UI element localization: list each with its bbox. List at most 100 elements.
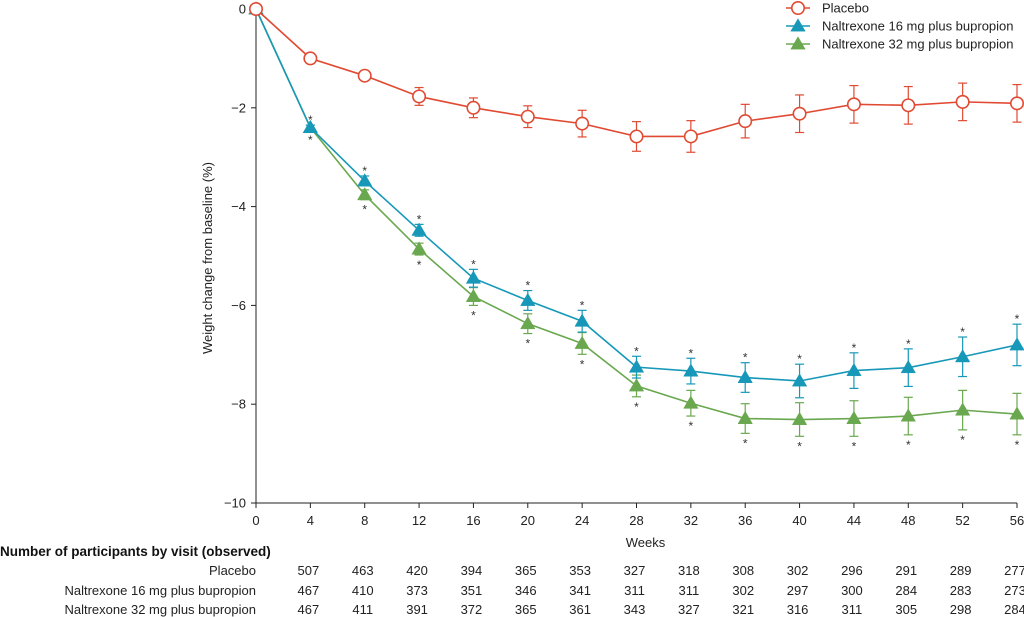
axes-layer: 0−2−4−6−8−100 4 8 12 16 20 24 28 32 36 40 44 48 52 56W… bbox=[200, 2, 1024, 551]
significance-star: * bbox=[471, 308, 476, 322]
table-row-label: Naltrexone 32 mg plus bupropion bbox=[64, 602, 256, 617]
significance-star: * bbox=[852, 439, 857, 453]
legend-marker bbox=[790, 18, 806, 32]
table-cell: 277 bbox=[1004, 563, 1024, 578]
significance-star: * bbox=[797, 439, 802, 453]
table-cell: 410 bbox=[352, 583, 374, 598]
data-point bbox=[574, 313, 590, 327]
x-tick-label: 40 bbox=[792, 513, 806, 528]
data-point bbox=[683, 129, 698, 144]
data-point bbox=[737, 410, 753, 424]
data-point bbox=[520, 315, 536, 330]
significance-star: * bbox=[906, 337, 911, 351]
y-tick-label: −4 bbox=[231, 199, 246, 214]
table-cell: 391 bbox=[406, 602, 428, 617]
table-cell: 373 bbox=[406, 583, 428, 598]
y-tick-label: −6 bbox=[231, 298, 246, 313]
table-cell: 361 bbox=[569, 602, 591, 617]
significance-star: * bbox=[417, 212, 422, 226]
legend-marker bbox=[790, 36, 806, 50]
table-cell: 365 bbox=[515, 563, 537, 578]
data-point bbox=[955, 94, 970, 109]
x-tick-label: 20 bbox=[521, 513, 535, 528]
table-title: Number of participants by visit (observe… bbox=[0, 544, 271, 559]
significance-star: * bbox=[689, 346, 694, 360]
table-cell: 327 bbox=[624, 563, 646, 578]
data-point bbox=[683, 363, 699, 377]
x-tick-label: 44 bbox=[847, 513, 861, 528]
data-point bbox=[575, 116, 590, 131]
table-cell: 296 bbox=[841, 563, 863, 578]
significance-star: * bbox=[362, 164, 367, 178]
table-cell: 341 bbox=[569, 583, 591, 598]
y-tick-label: −8 bbox=[231, 397, 246, 412]
legend-marker bbox=[790, 1, 805, 15]
legend-item-placebo: Placebo bbox=[786, 1, 869, 16]
x-tick-label: 32 bbox=[684, 513, 698, 528]
significance-star: * bbox=[525, 279, 530, 293]
data-point bbox=[357, 187, 373, 201]
y-tick-label: −2 bbox=[231, 100, 246, 115]
data-point bbox=[791, 411, 808, 425]
table-cell: 305 bbox=[895, 602, 917, 617]
data-point bbox=[683, 395, 699, 409]
legend-item-naltrexone-32mg: Naltrexone 32 mg plus bupropion bbox=[786, 36, 1014, 52]
table-cell: 343 bbox=[624, 602, 646, 617]
table-cell: 311 bbox=[842, 602, 863, 617]
data-point bbox=[628, 359, 645, 373]
series-naltrexone-16mg: * * * * * * * * * * * * * * bbox=[248, 1, 1024, 399]
x-tick-label: 36 bbox=[738, 513, 752, 528]
table-cell: 463 bbox=[352, 563, 374, 578]
table-cell: 467 bbox=[298, 583, 320, 598]
data-point bbox=[791, 373, 808, 387]
significance-star: * bbox=[580, 298, 585, 312]
table-cell: 302 bbox=[732, 583, 754, 598]
significance-star: * bbox=[960, 433, 965, 447]
table-cell: 327 bbox=[678, 602, 700, 617]
data-point bbox=[411, 222, 427, 236]
x-tick-label: 16 bbox=[466, 513, 480, 528]
data-point bbox=[900, 408, 916, 422]
table-cell: 351 bbox=[461, 583, 483, 598]
data-point bbox=[738, 114, 753, 129]
data-point bbox=[357, 68, 372, 83]
table-cell: 411 bbox=[352, 602, 373, 617]
significance-star: * bbox=[308, 133, 313, 147]
significance-star: * bbox=[743, 351, 748, 365]
y-axis-title: Weight change from baseline (%) bbox=[200, 162, 215, 354]
data-point bbox=[520, 109, 535, 124]
data-point bbox=[900, 359, 916, 374]
table-row-label: Placebo bbox=[209, 563, 256, 578]
significance-star: * bbox=[1015, 312, 1020, 326]
x-tick-label: 0 bbox=[252, 513, 259, 528]
y-tick-label: 0 bbox=[239, 2, 246, 17]
table-cell: 273 bbox=[1004, 583, 1024, 598]
data-point bbox=[520, 292, 536, 306]
data-point bbox=[465, 288, 482, 302]
significance-star: * bbox=[308, 113, 313, 127]
table-row-label: Naltrexone 16 mg plus bupropion bbox=[64, 583, 256, 598]
data-point bbox=[955, 349, 971, 363]
table-cell: 311 bbox=[624, 583, 645, 598]
table-row: Naltrexone 32 mg plus bupropion 467 411 391… bbox=[64, 602, 1024, 617]
x-tick-label: 8 bbox=[361, 513, 368, 528]
legend-label: Naltrexone 32 mg plus bupropion bbox=[822, 37, 1014, 52]
x-tick-label: 4 bbox=[307, 513, 314, 528]
data-point bbox=[846, 97, 861, 112]
table-cell: 467 bbox=[298, 602, 320, 617]
data-point bbox=[357, 173, 373, 187]
data-point bbox=[574, 335, 590, 349]
x-tick-label: 52 bbox=[955, 513, 969, 528]
data-point bbox=[303, 51, 318, 66]
data-point bbox=[411, 241, 427, 255]
table-row: Placebo 507 463 420 394 365 353 327 318 308 302 296… bbox=[209, 563, 1024, 578]
table-cell: 321 bbox=[732, 602, 754, 617]
significance-star: * bbox=[852, 341, 857, 355]
data-point bbox=[846, 410, 862, 424]
significance-star: * bbox=[525, 337, 530, 351]
table-cell: 507 bbox=[298, 563, 320, 578]
data-point bbox=[629, 129, 644, 144]
table-cell: 298 bbox=[950, 602, 972, 617]
significance-star: * bbox=[960, 325, 965, 339]
